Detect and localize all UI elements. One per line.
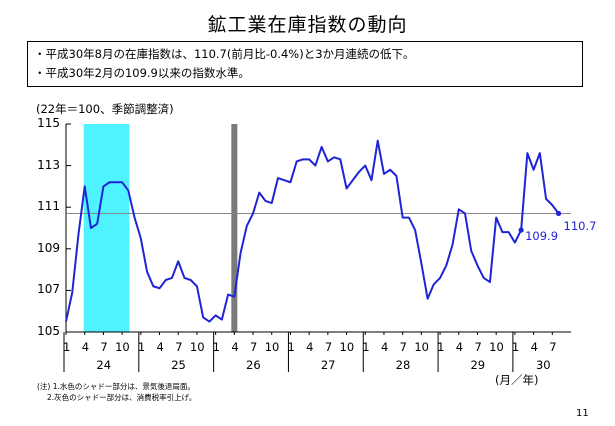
x-month-label: 7 [324,340,333,354]
x-month-label: 4 [455,340,464,354]
x-month-label: 7 [399,340,407,354]
year-label: 30 [535,358,551,372]
x-month-label: 4 [380,340,389,354]
x-month-label: 7 [549,340,557,354]
x-month-label: 1 [212,340,220,354]
summary-box: ・平成30年8月の在庫指数は、110.7(前月比-0.4%)と3か月連続の低下。… [27,41,583,87]
x-month-label: 10 [489,340,504,354]
y-tick-label: 107 [37,282,60,297]
x-axis-title: (月／年) [495,373,539,387]
x-month-label: 7 [250,340,258,354]
x-month-label: 4 [530,340,538,354]
annotation-label: 109.9 [525,229,559,244]
x-month-label: 4 [306,340,314,354]
y-tick-label: 109 [37,240,60,255]
x-month-label: 10 [189,340,205,354]
x-month-label: 10 [339,340,355,354]
year-label: 28 [395,358,411,372]
x-month-label: 1 [511,340,520,354]
annotation-point [555,210,562,217]
x-month-label: 10 [414,340,429,354]
tax-hike-bar [231,124,238,332]
x-month-label: 4 [156,340,164,354]
year-label: 27 [320,358,336,372]
series-line [65,139,560,323]
x-month-label: 1 [63,340,71,354]
unit-note: (22年＝100、季節調整済) [36,102,174,116]
y-tick-label: 115 [37,116,60,130]
footnote-2: 2.灰色のシャドー部分は、消費税率引上げ。 [47,393,197,402]
x-month-label: 7 [474,340,482,354]
y-tick-label: 111 [37,199,60,214]
x-month-label: 1 [287,340,295,354]
x-month-label: 1 [437,340,445,354]
page-title: 鉱工業在庫指数の動向 [207,14,408,36]
page-number: 11 [576,408,589,419]
summary-bullet-1: ・平成30年8月の在庫指数は、110.7(前月比-0.4%)と3か月連続の低下。 [34,47,415,61]
summary-bullet-2: ・平成30年2月の109.9以来の指数水準。 [34,66,250,80]
year-label: 29 [470,358,486,372]
x-month-label: 10 [115,340,130,354]
x-month-label: 4 [231,340,239,354]
y-tick-label: 105 [37,324,60,338]
x-month-label: 10 [264,340,280,354]
x-month-label: 7 [100,340,108,354]
annotation-point [518,227,524,233]
year-label: 26 [246,358,261,372]
year-label: 25 [171,358,186,372]
x-month-label: 1 [137,340,146,354]
y-tick-label: 113 [37,157,60,172]
footnote-1: (注) 1.水色のシャドー部分は、景気後退局面。 [37,382,195,391]
year-label: 24 [96,358,112,372]
x-month-label: 7 [175,340,183,354]
annotation-label: 110.7 [563,219,597,234]
x-month-label: 1 [362,340,370,354]
x-month-label: 4 [81,340,90,354]
